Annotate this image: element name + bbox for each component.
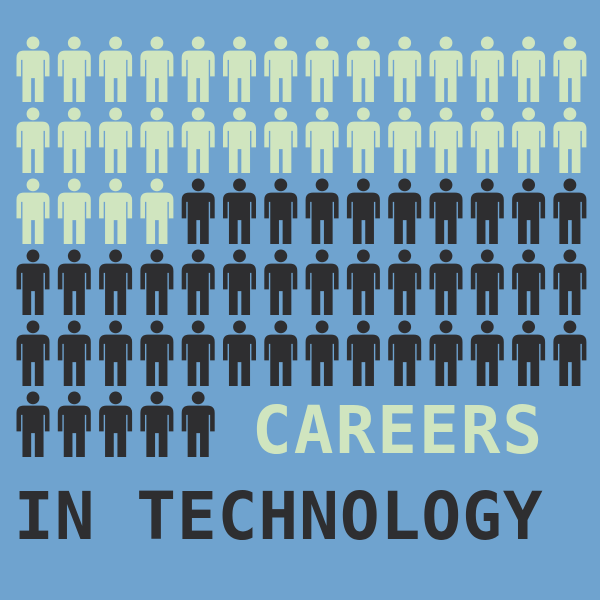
person-icon: [140, 391, 174, 457]
person-icon: [264, 249, 298, 315]
person-icon: [429, 178, 463, 244]
person-icon: [140, 320, 174, 386]
person-icon: [223, 249, 256, 315]
person-icon: [553, 178, 587, 244]
person-icon: [388, 249, 422, 315]
person-icon: [305, 36, 339, 102]
person-icon: [57, 391, 91, 457]
person-icon: [57, 320, 91, 386]
person-icon: [346, 249, 380, 315]
person-icon: [223, 36, 256, 102]
person-icon: [140, 249, 174, 315]
person-icon: [470, 107, 504, 173]
person-icon: [140, 178, 174, 244]
person-icon: [140, 36, 174, 102]
person-icon: [470, 320, 504, 386]
person-icon: [181, 249, 215, 315]
person-icon: [346, 178, 380, 244]
person-icon: [346, 320, 380, 386]
person-icon: [264, 36, 298, 102]
person-icon: [388, 320, 422, 386]
person-icon: [512, 249, 546, 315]
person-icon: [512, 107, 546, 173]
person-icon: [181, 178, 215, 244]
person-icon: [388, 36, 422, 102]
person-icon: [470, 249, 504, 315]
person-icon: [553, 249, 587, 315]
person-icon: [429, 36, 463, 102]
person-icon: [57, 249, 91, 315]
person-icon: [305, 249, 339, 315]
person-icon: [346, 107, 380, 173]
person-icon: [181, 107, 215, 173]
person-icon: [99, 249, 133, 315]
person-icon: [553, 107, 587, 173]
person-icon: [16, 107, 50, 173]
person-icon: [16, 320, 50, 386]
person-icon: [429, 320, 463, 386]
person-icon: [553, 36, 587, 102]
person-icon: [99, 391, 133, 457]
person-icon: [553, 320, 587, 386]
person-icon: [512, 178, 546, 244]
person-icon: [16, 36, 50, 102]
person-icon: [99, 178, 133, 244]
person-icon: [388, 107, 422, 173]
person-icon: [99, 107, 133, 173]
person-icon: [181, 320, 215, 386]
person-icon: [388, 178, 422, 244]
person-icon: [429, 107, 463, 173]
person-icon: [305, 107, 339, 173]
person-icon: [223, 107, 256, 173]
person-icon: [223, 178, 256, 244]
person-icon: [264, 178, 298, 244]
person-icon: [16, 178, 50, 244]
person-icon: [305, 178, 339, 244]
person-icon: [181, 391, 215, 457]
person-icon: [99, 320, 133, 386]
person-icon: [512, 36, 546, 102]
person-icon: [181, 36, 215, 102]
person-icon: [57, 107, 91, 173]
person-icon: [16, 249, 50, 315]
headline-careers: CAREERS: [252, 392, 545, 469]
person-icon: [264, 320, 298, 386]
person-icon: [99, 36, 133, 102]
person-icon: [16, 391, 50, 457]
person-icon: [57, 36, 91, 102]
person-icon: [346, 36, 380, 102]
person-icon: [305, 320, 339, 386]
person-icon: [57, 178, 91, 244]
person-icon: [470, 178, 504, 244]
person-icon: [512, 320, 546, 386]
person-icon: [223, 320, 256, 386]
person-icon: [470, 36, 504, 102]
person-icon: [264, 107, 298, 173]
person-icon: [140, 107, 174, 173]
person-icon: [429, 249, 463, 315]
headline-in-technology: IN TECHNOLOGY: [14, 478, 544, 555]
